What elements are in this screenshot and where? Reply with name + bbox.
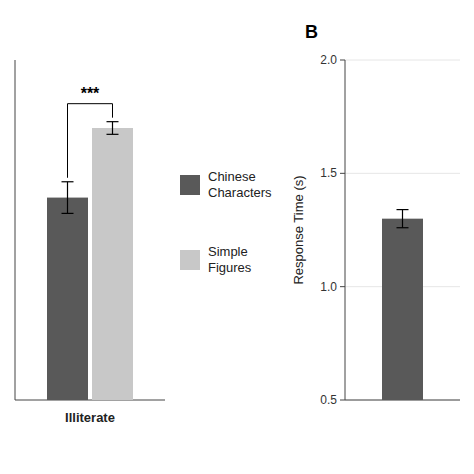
y-axis-line	[345, 60, 346, 400]
tick-label: 1.0	[320, 280, 337, 294]
legend: ChineseCharacters SimpleFigures	[180, 169, 272, 275]
legend-line: Chinese	[208, 169, 256, 184]
bar	[92, 128, 133, 400]
error-cap	[107, 121, 119, 122]
legend-line: Characters	[208, 185, 272, 200]
panel-label: B	[305, 22, 318, 42]
error-bar	[107, 122, 119, 135]
error-cap	[62, 213, 74, 214]
bar	[47, 198, 88, 400]
bracket-line	[68, 104, 113, 178]
error-cap	[62, 181, 74, 182]
tick-label: 1.5	[320, 166, 337, 180]
legend-swatch	[180, 175, 200, 195]
tick-mark	[340, 286, 345, 287]
x-axis-line	[15, 400, 165, 401]
tick-label: 0.5	[320, 393, 337, 407]
error-stem	[67, 182, 68, 214]
tick-mark	[340, 400, 345, 401]
error-cap	[397, 227, 409, 228]
grid-line	[345, 60, 460, 61]
tick-mark	[340, 173, 345, 174]
legend-entry: ChineseCharacters	[208, 169, 272, 200]
legend-line: Figures	[208, 260, 252, 275]
legend-swatch	[180, 250, 200, 270]
error-bar	[62, 182, 74, 214]
y-axis-label: Response Time (s)	[291, 175, 306, 284]
error-bars	[397, 210, 409, 228]
legend-line: Simple	[208, 244, 248, 259]
error-stem	[112, 122, 113, 135]
y-axis-line	[15, 60, 16, 400]
panel: 0.5 1.0 1.5 2.0 Response Time (s) B	[291, 22, 460, 474]
error-cap	[107, 134, 119, 135]
grid-line	[345, 173, 460, 174]
annotation: ***	[81, 85, 100, 102]
tick-label: 2.0	[320, 53, 337, 67]
legend-entry: SimpleFigures	[208, 244, 252, 275]
bar	[382, 219, 423, 400]
tick-mark	[340, 60, 345, 61]
category-label: Illiterate	[65, 410, 115, 425]
error-bar	[397, 210, 409, 228]
panel: Illiterate ***	[15, 60, 165, 425]
bars	[382, 219, 423, 400]
error-stem	[402, 210, 403, 228]
error-cap	[397, 209, 409, 210]
chart-root: Illiterate *** ChineseCharacters SimpleFigu…	[0, 0, 474, 474]
significance-bracket: ***	[68, 85, 113, 178]
error-bars	[62, 122, 119, 214]
bars	[47, 128, 133, 400]
